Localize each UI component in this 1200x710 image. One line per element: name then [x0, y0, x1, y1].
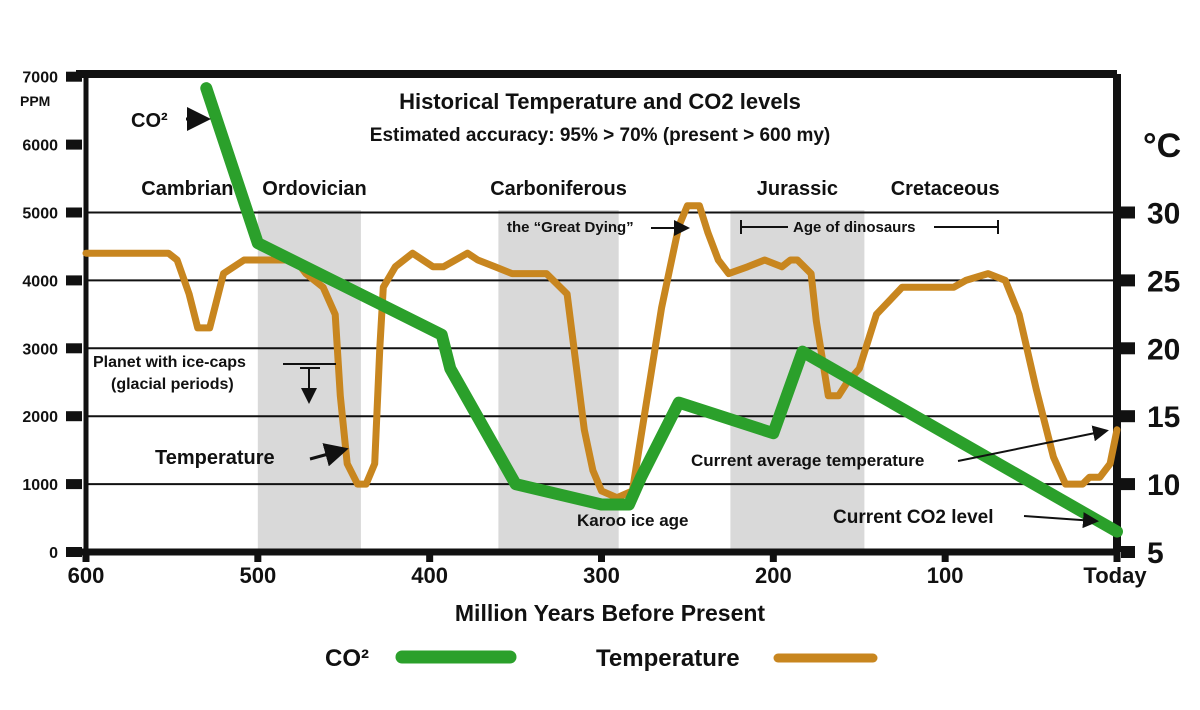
x-tick-mark-200 — [769, 552, 777, 562]
current-co2-label: Current CO2 level — [833, 507, 994, 528]
ice-caps-label-line1: Planet with ice-caps — [93, 354, 246, 371]
legend: CO² Temperature — [325, 645, 878, 672]
period-label-ordovician: Ordovician — [262, 178, 366, 200]
temperature-marker-arrow — [309, 443, 349, 467]
left-tick-mark-6000 — [66, 139, 82, 150]
left-tick-label-1000: 1000 — [22, 477, 58, 494]
x-axis-label: Million Years Before Present — [455, 600, 766, 626]
x-tick-label-500: 500 — [239, 563, 276, 588]
chart-title: Historical Temperature and CO2 levels — [399, 89, 801, 114]
x-tick-mark-Today — [1113, 552, 1121, 562]
current-co2-arrow — [1023, 512, 1099, 529]
right-tick-mark-10 — [1121, 478, 1135, 491]
left-tick-label-0: 0 — [49, 545, 58, 562]
legend-co2-label: CO² — [325, 645, 369, 672]
right-tick-mark-5 — [1121, 546, 1135, 558]
right-tick-label-25: 25 — [1147, 265, 1180, 298]
right-tick-label-20: 20 — [1147, 333, 1180, 366]
left-tick-label-5000: 5000 — [22, 206, 58, 223]
x-tick-label-Today: Today — [1083, 563, 1147, 588]
left-tick-label-6000: 6000 — [22, 138, 58, 155]
ice-caps-label-line2: (glacial periods) — [111, 376, 234, 393]
current-temperature-arrow — [957, 425, 1109, 462]
left-tick-label-7000: 7000 — [22, 70, 58, 87]
co2-marker-label: CO² — [131, 110, 168, 132]
x-tick-label-200: 200 — [755, 563, 792, 588]
left-tick-label-2000: 2000 — [22, 409, 58, 426]
karoo-ice-age-label: Karoo ice age — [577, 511, 689, 530]
right-tick-mark-30 — [1121, 206, 1135, 219]
x-tick-label-400: 400 — [411, 563, 448, 588]
series-temperature-line — [82, 202, 1121, 502]
great-dying-label: the “Great Dying” — [507, 219, 634, 236]
temperature-marker-label: Temperature — [155, 447, 275, 469]
left-tick-mark-2000 — [66, 411, 82, 422]
x-tick-mark-100 — [941, 552, 949, 562]
right-axis-unit: °C — [1143, 127, 1181, 165]
right-tick-label-10: 10 — [1147, 469, 1180, 502]
x-tick-mark-500 — [254, 552, 262, 562]
right-tick-mark-15 — [1121, 410, 1135, 423]
chart-subtitle: Estimated accuracy: 95% > 70% (present >… — [370, 125, 830, 146]
left-tick-label-3000: 3000 — [22, 341, 58, 358]
age-of-dinosaurs-label: Age of dinosaurs — [793, 219, 916, 236]
left-tick-mark-4000 — [66, 275, 82, 286]
right-tick-mark-20 — [1121, 342, 1135, 355]
x-tick-mark-300 — [598, 552, 605, 562]
right-tick-label-30: 30 — [1147, 198, 1180, 231]
left-tick-mark-7000 — [66, 71, 82, 82]
x-tick-label-600: 600 — [68, 563, 105, 588]
left-tick-mark-1000 — [66, 479, 82, 490]
period-label-carboniferous: Carboniferous — [490, 178, 627, 200]
x-tick-mark-400 — [426, 552, 434, 562]
current-temperature-label: Current average temperature — [691, 451, 924, 470]
left-axis-unit: PPM — [20, 93, 50, 109]
left-tick-mark-3000 — [66, 343, 82, 354]
period-label-cambrian: Cambrian — [141, 178, 233, 200]
right-tick-label-5: 5 — [1147, 537, 1164, 570]
right-tick-label-15: 15 — [1147, 401, 1180, 434]
left-tick-label-4000: 4000 — [22, 273, 58, 290]
series-co2-line — [200, 82, 1123, 538]
x-tick-label-300: 300 — [583, 563, 620, 588]
right-tick-mark-25 — [1121, 274, 1135, 287]
left-tick-mark-0 — [66, 547, 82, 557]
x-tick-mark-600 — [82, 552, 90, 562]
period-label-jurassic: Jurassic — [757, 178, 838, 200]
left-tick-mark-5000 — [66, 207, 82, 218]
x-tick-label-100: 100 — [927, 563, 964, 588]
period-label-cretaceous: Cretaceous — [891, 178, 1000, 200]
legend-temperature-label: Temperature — [596, 645, 740, 672]
